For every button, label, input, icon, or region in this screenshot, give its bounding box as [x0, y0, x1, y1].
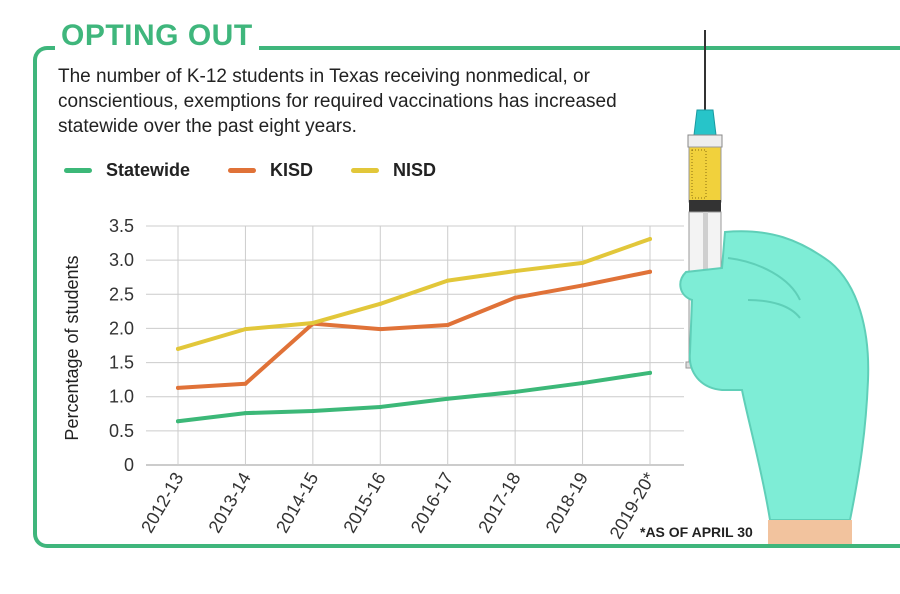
data-point-statewide: [513, 389, 518, 394]
data-point-statewide: [310, 409, 315, 414]
legend-item-kisd: KISD: [228, 160, 313, 181]
legend-swatch-nisd: [351, 168, 380, 173]
data-point-kisd: [513, 295, 518, 300]
legend-swatch-statewide: [64, 168, 92, 173]
x-tick-label: 2015-16: [339, 469, 389, 536]
x-tick-label: 2012-13: [137, 469, 187, 536]
data-point-statewide: [176, 419, 180, 424]
chart-grid: [146, 225, 684, 466]
y-tick-label: 1.0: [109, 387, 134, 407]
data-point-nisd: [445, 278, 450, 283]
legend-swatch-kisd: [228, 168, 257, 173]
data-point-statewide: [648, 370, 652, 375]
data-point-nisd: [513, 269, 518, 274]
data-point-kisd: [648, 269, 652, 274]
data-point-nisd: [176, 346, 180, 351]
series-line-nisd: [176, 236, 652, 351]
data-point-kisd: [176, 385, 180, 390]
legend-label-kisd: KISD: [270, 160, 314, 180]
legend-label-statewide: Statewide: [106, 160, 191, 180]
footnote: *AS OF APRIL 30: [640, 524, 753, 540]
data-point-statewide: [243, 411, 248, 416]
series-line-statewide: [176, 370, 652, 424]
data-point-nisd: [648, 236, 652, 241]
data-point-nisd: [243, 327, 248, 332]
data-point-kisd: [445, 323, 450, 328]
x-tick-label: 2018-19: [542, 469, 592, 536]
x-tick-label: 2013-14: [205, 469, 255, 536]
data-point-statewide: [445, 396, 450, 401]
y-tick-label: 2.5: [109, 284, 134, 304]
page-title: OPTING OUT: [55, 18, 259, 54]
y-tick-label: 0: [124, 455, 134, 475]
x-tick-label: 2014-15: [272, 469, 322, 536]
data-point-statewide: [580, 381, 585, 386]
y-tick-label: 3.5: [109, 216, 134, 236]
chart-legend: Statewide KISD NISD: [64, 160, 474, 181]
series-line-kisd: [176, 269, 652, 390]
data-point-kisd: [243, 381, 248, 386]
gloved-hand-icon: [679, 230, 870, 544]
y-tick-label: 1.5: [109, 353, 134, 373]
data-point-nisd: [378, 301, 383, 306]
data-point-kisd: [378, 327, 383, 332]
chart-series: [176, 236, 652, 424]
y-tick-label: 0.5: [109, 421, 134, 441]
data-point-statewide: [378, 404, 383, 409]
data-point-nisd: [310, 320, 315, 325]
legend-label-nisd: NISD: [393, 160, 437, 180]
y-tick-label: 2.0: [109, 318, 134, 338]
y-tick-label: 3.0: [109, 250, 134, 270]
legend-item-statewide: Statewide: [64, 160, 190, 181]
x-tick-label: 2016-17: [407, 469, 457, 536]
x-tick-label: 2017-18: [474, 469, 524, 536]
y-axis-label: Percentage of students: [62, 255, 82, 440]
legend-item-nisd: NISD: [351, 160, 436, 181]
data-point-kisd: [580, 283, 585, 288]
chart-description: The number of K-12 students in Texas rec…: [58, 66, 617, 137]
data-point-nisd: [580, 260, 585, 265]
